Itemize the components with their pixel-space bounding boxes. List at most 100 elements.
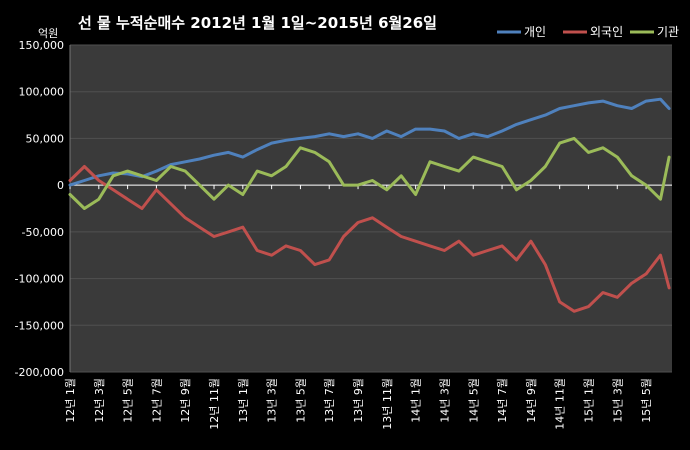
y-axis-unit-label: 억원 (38, 27, 58, 40)
data-point (299, 137, 302, 140)
data-point (299, 249, 302, 252)
data-point (256, 249, 259, 252)
legend-label: 개인 (524, 25, 546, 39)
data-point (68, 179, 72, 182)
x-tick-label: 12년 3월 (93, 378, 106, 423)
data-point (558, 141, 561, 145)
data-point (68, 183, 72, 187)
data-point (544, 165, 547, 168)
data-point (198, 183, 201, 187)
y-tick-label: 100,000 (19, 86, 65, 99)
data-point (284, 244, 288, 248)
x-tick-label: 14년 7월 (496, 378, 509, 423)
x-tick-label: 12년 11월 (208, 378, 221, 430)
plot-area (70, 45, 672, 372)
data-point (356, 183, 360, 187)
data-point (328, 132, 331, 135)
data-point (630, 282, 633, 285)
x-axis-ticks: 12년 1월 12년 3월 12년 5월 12년 7월 12년 9월 12년 11월 13년… (64, 185, 653, 430)
data-point (68, 193, 72, 196)
data-point (169, 202, 173, 206)
x-tick-label: 12년 9월 (179, 378, 192, 423)
data-point (659, 197, 662, 201)
data-point (342, 235, 345, 238)
x-tick-label: 13년 3월 (266, 378, 279, 423)
series-lines (68, 97, 671, 313)
data-point (356, 221, 360, 224)
data-point (529, 240, 533, 243)
data-point (616, 104, 619, 107)
data-point (212, 154, 216, 157)
data-point (140, 174, 144, 177)
data-point (515, 188, 518, 192)
y-tick-label: -150,000 (15, 319, 64, 332)
data-point (313, 135, 317, 138)
data-point (457, 240, 461, 243)
data-point (667, 286, 671, 290)
data-point (227, 230, 230, 234)
x-tick-label: 13년 7월 (323, 378, 336, 423)
data-point (284, 165, 288, 168)
y-tick-label: 0 (57, 179, 64, 192)
data-point (342, 135, 345, 138)
data-point (544, 113, 547, 117)
data-point (371, 216, 374, 220)
data-point (529, 118, 533, 121)
data-point (428, 160, 432, 163)
data-point (155, 188, 158, 192)
data-point (457, 169, 461, 173)
data-point (184, 160, 187, 163)
y-tick-label: 150,000 (19, 39, 65, 52)
data-point (400, 174, 403, 177)
data-point (572, 310, 576, 313)
data-point (601, 146, 605, 149)
data-point (83, 165, 86, 168)
data-point (644, 183, 648, 187)
data-point (169, 165, 173, 168)
data-point (572, 104, 576, 107)
data-point (284, 139, 288, 142)
data-point (227, 183, 230, 187)
x-tick-label: 15년 5월 (640, 378, 653, 423)
data-point (500, 129, 504, 133)
data-point (572, 137, 576, 140)
data-point (414, 127, 417, 131)
data-point (270, 254, 273, 257)
data-point (587, 305, 590, 308)
data-point (529, 179, 533, 182)
data-point (270, 141, 273, 145)
data-point (227, 151, 230, 154)
data-point (544, 263, 547, 266)
data-point (212, 235, 216, 238)
data-point (414, 240, 417, 243)
x-tick-label: 14년 1월 (410, 378, 423, 423)
data-point (667, 155, 671, 159)
data-point (313, 263, 317, 266)
x-tick-label: 12년 5월 (122, 378, 135, 423)
data-point (126, 197, 129, 201)
data-point (198, 157, 201, 161)
data-point (155, 169, 158, 173)
x-tick-label: 13년 5월 (294, 378, 307, 423)
data-point (472, 254, 475, 257)
y-tick-label: -200,000 (15, 366, 64, 379)
x-tick-label: 15년 1월 (582, 378, 595, 423)
y-tick-label: -50,000 (22, 226, 64, 239)
data-point (500, 165, 504, 168)
data-point (587, 101, 590, 105)
data-point (155, 179, 158, 182)
data-point (630, 174, 633, 177)
data-point (112, 174, 115, 177)
data-point (486, 135, 489, 138)
data-point (644, 99, 648, 103)
data-point (601, 99, 605, 103)
data-point (371, 137, 374, 140)
x-tick-label: 14년 5월 (467, 378, 480, 423)
data-point (472, 155, 475, 159)
data-point (371, 179, 374, 182)
x-tick-label: 13년 9월 (352, 378, 365, 423)
data-point (112, 171, 115, 175)
data-point (400, 235, 403, 238)
data-point (241, 225, 245, 229)
